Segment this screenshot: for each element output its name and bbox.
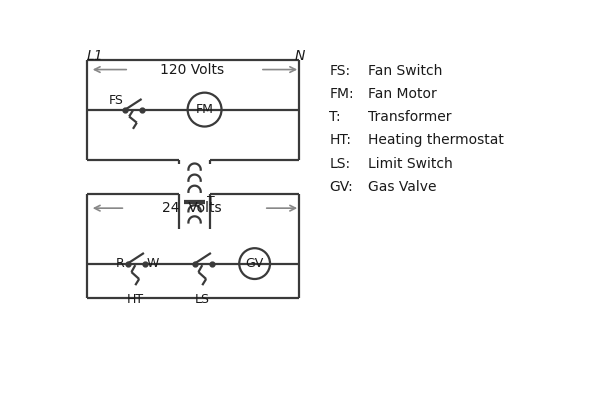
Text: FS: FS: [109, 94, 124, 106]
Text: GV:: GV:: [329, 180, 353, 194]
Text: FM: FM: [196, 103, 214, 116]
Text: FS:: FS:: [329, 64, 350, 78]
Text: LS: LS: [195, 293, 210, 306]
Text: Fan Motor: Fan Motor: [368, 87, 437, 101]
Text: Gas Valve: Gas Valve: [368, 180, 437, 194]
Text: W: W: [147, 257, 159, 270]
Text: FM:: FM:: [329, 87, 354, 101]
Text: T:: T:: [329, 110, 341, 124]
Text: GV: GV: [245, 257, 264, 270]
Text: Heating thermostat: Heating thermostat: [368, 134, 504, 148]
Text: Limit Switch: Limit Switch: [368, 156, 453, 170]
Text: R: R: [116, 257, 124, 270]
Text: HT: HT: [127, 293, 144, 306]
Text: 120 Volts: 120 Volts: [160, 62, 224, 76]
Text: N: N: [294, 49, 305, 63]
Text: T: T: [207, 195, 215, 208]
Text: HT:: HT:: [329, 134, 351, 148]
Text: Fan Switch: Fan Switch: [368, 64, 442, 78]
Text: 24  Volts: 24 Volts: [162, 201, 222, 215]
Text: LS:: LS:: [329, 156, 350, 170]
Text: Transformer: Transformer: [368, 110, 451, 124]
Text: L1: L1: [87, 49, 103, 63]
